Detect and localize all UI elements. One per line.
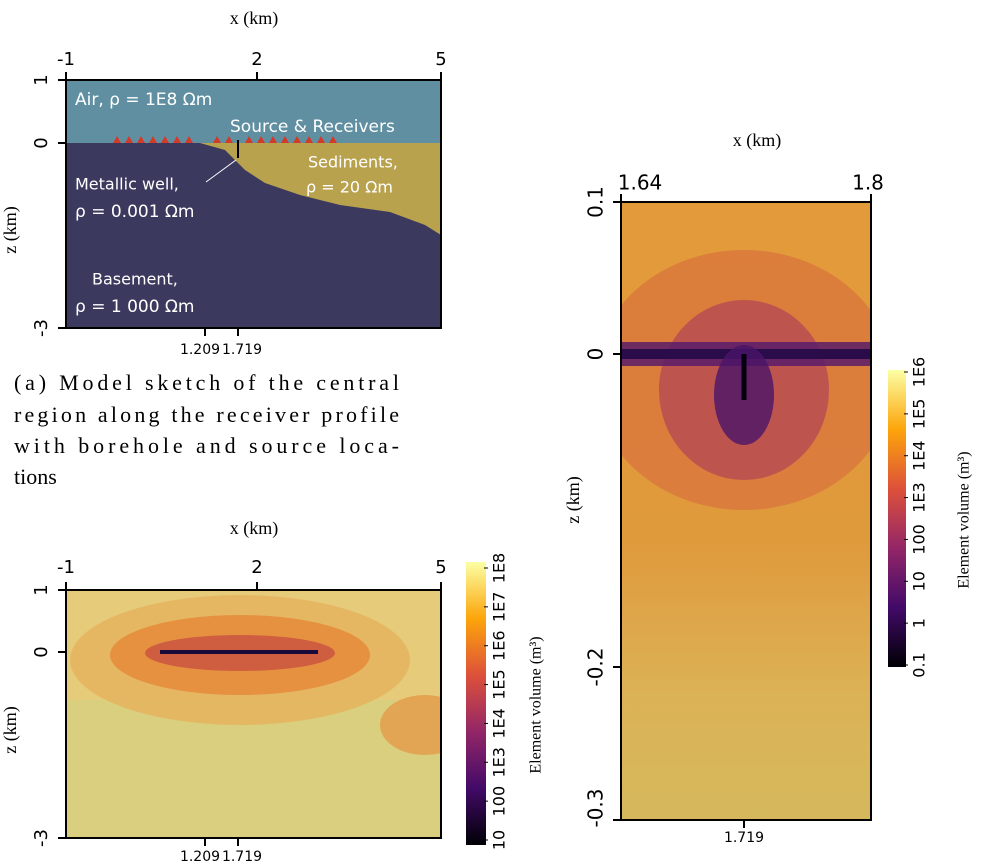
sediments-label: Sediments, xyxy=(308,153,398,172)
air-region xyxy=(66,80,441,143)
x-tick-label: 2 xyxy=(251,49,262,70)
z-axis-title: z (km) xyxy=(563,476,584,523)
ticks xyxy=(58,582,442,846)
bottom-tick-label: 1.719 xyxy=(222,342,262,358)
z-tick-label: 0.1 xyxy=(584,186,608,218)
bottom-tick-label: 1.719 xyxy=(724,830,764,846)
colorbar-ticks: 10 100 1E3 1E4 1E5 1E6 1E7 1E8 xyxy=(484,553,509,850)
colorbar-tick-label: 1E7 xyxy=(490,592,509,622)
z-tick-label: -3 xyxy=(31,319,52,337)
z-tick-label: 0 xyxy=(584,348,608,361)
mesh-image xyxy=(621,202,871,820)
x-tick-label: -1 xyxy=(57,49,75,70)
x-axis-title: x (km) xyxy=(733,130,782,151)
caption-line: region along the receiver profile xyxy=(14,402,399,427)
x-tick-label: 5 xyxy=(435,557,446,578)
z-axis-title: z (km) xyxy=(0,206,21,253)
bottom-tick-label: 1.209 xyxy=(180,849,220,865)
colorbar-tick-label: 100 xyxy=(910,524,929,555)
x-tick-label: -1 xyxy=(57,557,75,578)
basement-label: Basement, xyxy=(92,270,178,289)
x-tick-label: 5 xyxy=(435,49,446,70)
colorbar-tick-label: 0.1 xyxy=(910,652,929,677)
source-label: Source & Receivers xyxy=(230,117,395,137)
colorbar-tick-label: 1E4 xyxy=(490,708,509,738)
caption-line: with borehole and source loca- xyxy=(14,433,399,458)
colorbar-tick-label: 1E5 xyxy=(910,399,929,429)
x-axis-title: x (km) xyxy=(230,518,279,539)
colorbar xyxy=(888,370,906,667)
x-tick-label: 2 xyxy=(251,557,262,578)
colorbar-tick-label: 1E6 xyxy=(910,357,929,387)
z-tick-label: -0.3 xyxy=(584,788,608,827)
caption-line: tions xyxy=(14,464,57,489)
sediments-region xyxy=(200,143,441,235)
colorbar-tick-label: 1E5 xyxy=(490,669,509,699)
axes-frame xyxy=(65,79,442,329)
z-tick-label: 0 xyxy=(31,137,52,148)
axes-frame xyxy=(620,201,872,821)
air-label: Air, ρ = 1E8 Ωm xyxy=(75,90,212,110)
caption-line: (a) Model sketch of the central xyxy=(14,370,399,395)
panel-a: Air, ρ = 1E8 Ωm Source & Receivers Sedim… xyxy=(0,8,447,489)
panel-b: x (km) -1 2 5 1 0 -3 z (km) 1.209 1.719 … xyxy=(0,518,545,865)
z-tick-label: 0 xyxy=(31,646,52,657)
x-tick-label: 1.64 xyxy=(618,171,663,195)
z-axis-title: z (km) xyxy=(0,706,21,753)
colorbar-title: Element volume (m³) xyxy=(528,636,545,773)
ticks xyxy=(613,194,872,828)
basement-label: ρ = 1 000 Ωm xyxy=(75,297,194,317)
well-label: ρ = 0.001 Ωm xyxy=(75,202,194,222)
colorbar-tick-label: 1E6 xyxy=(490,630,509,660)
well-pointer xyxy=(205,159,237,183)
panel-c: x (km) 1.64 1.8 0.1 0 -0.2 -0.3 z (km) 1… xyxy=(563,130,973,846)
axes-frame xyxy=(65,589,442,839)
bottom-tick-label: 1.719 xyxy=(222,849,262,865)
colorbar-title: Element volume (m³) xyxy=(956,451,973,588)
colorbar-tick-label: 1E4 xyxy=(910,440,929,470)
z-tick-label: 1 xyxy=(31,74,52,85)
mesh-image xyxy=(66,590,441,838)
x-tick-label: 1.8 xyxy=(852,171,884,195)
colorbar-tick-label: 1E8 xyxy=(490,553,509,583)
colorbar-tick-label: 1E3 xyxy=(910,482,929,512)
colorbar-tick-label: 1 xyxy=(910,618,929,628)
colorbar-tick-label: 10 xyxy=(490,830,509,850)
sediments-label: ρ = 20 Ωm xyxy=(306,178,393,197)
z-tick-label: -3 xyxy=(31,829,52,847)
well-label: Metallic well, xyxy=(75,175,179,194)
bottom-tick-label: 1.209 xyxy=(180,342,220,358)
colorbar xyxy=(466,562,486,845)
z-tick-label: -0.2 xyxy=(584,647,608,686)
colorbar-tick-label: 10 xyxy=(910,571,929,591)
x-axis-title: x (km) xyxy=(230,8,279,29)
colorbar-tick-label: 100 xyxy=(490,786,509,817)
colorbar-ticks: 0.1 1 10 100 1E3 1E4 1E5 1E6 xyxy=(904,357,929,678)
colorbar-tick-label: 1E3 xyxy=(490,747,509,777)
ticks xyxy=(58,72,442,336)
z-tick-label: 1 xyxy=(31,584,52,595)
